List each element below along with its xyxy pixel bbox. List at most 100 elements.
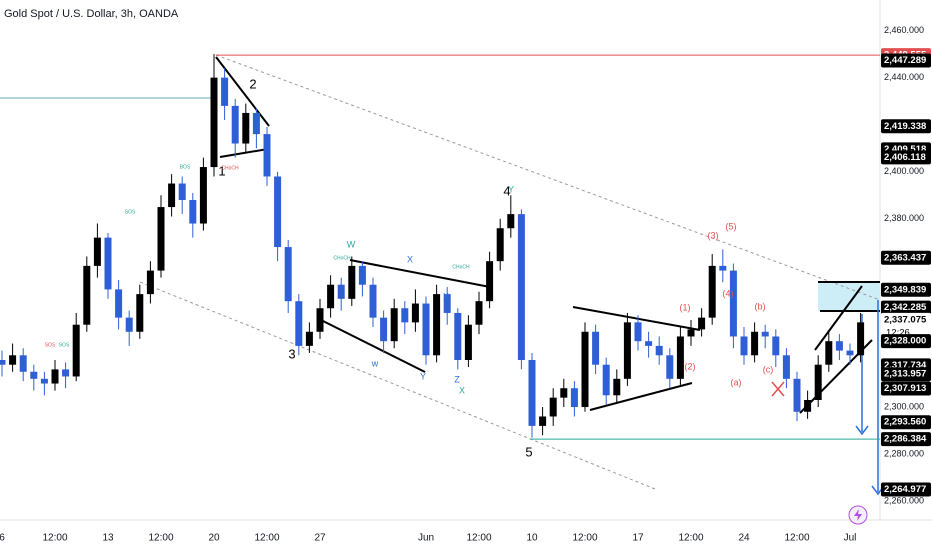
annotation: Y [420, 371, 426, 381]
candle-body [136, 294, 144, 332]
y-tick-label: 2,260.000 [884, 496, 924, 506]
annotation: SOS [125, 209, 136, 215]
candle-body [751, 331, 759, 356]
alert-icon-bolt [854, 509, 862, 521]
chart-title: Gold Spot / U.S. Dollar, 3h, OANDA [4, 8, 179, 20]
candle-body [846, 350, 854, 356]
y-tick-label: 2,440.000 [884, 72, 924, 82]
annotation: Z [454, 374, 460, 384]
candle-body [390, 308, 398, 342]
candle-body [676, 336, 684, 379]
candle-body [623, 322, 631, 379]
candle-body [411, 303, 419, 323]
candle-body [125, 317, 133, 332]
price-label: 2,447.289 [884, 55, 926, 66]
candle-body [528, 360, 536, 426]
price-label: 2,293.560 [884, 417, 926, 428]
y-tick-label: 2,460.000 [884, 25, 924, 35]
candle-body [40, 378, 48, 384]
x-tick-label: 20 [208, 533, 220, 544]
x-tick-label: Jul [844, 533, 857, 544]
candle-body [433, 294, 441, 356]
candle-body [422, 303, 430, 356]
annotation: W [347, 239, 356, 249]
candle-body [708, 265, 716, 318]
annotation: CHoCH [452, 264, 470, 270]
cross-mark [771, 381, 785, 397]
x-tick-label: Jun [418, 533, 434, 544]
countdown: 12:26 [886, 327, 910, 338]
x-tick-label: 12:00 [572, 533, 597, 544]
channel-line [139, 281, 656, 490]
candle-body [83, 265, 91, 325]
x-tick-label: 17 [632, 533, 644, 544]
candle-body [72, 324, 80, 377]
candle-body [539, 416, 547, 426]
annotation: 2 [249, 76, 256, 91]
annotation: X [459, 385, 465, 395]
annotation: (a) [731, 377, 742, 387]
price-label: 2,342.285 [884, 302, 927, 313]
candle-body [592, 331, 600, 365]
price-label: 2,264.977 [884, 484, 926, 495]
candle-body [454, 312, 462, 360]
candle-body [443, 294, 451, 313]
annotation: (b) [755, 301, 766, 311]
annotation: Y [508, 184, 514, 194]
candle-body [168, 183, 176, 208]
annotation: BOS [180, 164, 191, 170]
annotation: CHoCH [221, 165, 239, 171]
candle-body [19, 355, 27, 372]
price-label-box [881, 415, 931, 430]
candle-body [210, 77, 218, 168]
candle-body [486, 261, 494, 302]
price-label-box [881, 334, 931, 349]
candle-body [327, 284, 335, 309]
last-price-box [881, 312, 931, 327]
annotation: CHoCH [333, 255, 351, 261]
candle-body [835, 341, 843, 351]
x-tick-label: 24 [738, 533, 750, 544]
x-tick-label: 12:00 [148, 533, 173, 544]
candle-body [242, 112, 250, 144]
price-label: 2,363.437 [884, 252, 926, 263]
candle-body [613, 378, 621, 396]
candle-body [634, 322, 642, 342]
candle-body [782, 355, 790, 379]
x-tick-label: 12:00 [784, 533, 809, 544]
candle-body [189, 200, 197, 224]
candle-body [93, 237, 101, 266]
candle-body [284, 247, 292, 302]
price-label: 2,406.118 [884, 152, 926, 163]
price-label-box [881, 119, 931, 134]
price-label-box [881, 150, 931, 165]
candle-body [9, 355, 17, 365]
x-tick-label: 12:00 [678, 533, 703, 544]
candle-body [51, 369, 59, 384]
price-label: 2,307.913 [884, 383, 926, 394]
annotation: 5 [525, 444, 532, 459]
candle-body [464, 324, 472, 360]
candle-body [146, 270, 154, 295]
annotation: (5) [726, 221, 737, 231]
candle-body [305, 331, 313, 346]
candle-body [698, 317, 706, 330]
y-tick-label: 2,400.000 [884, 166, 924, 176]
candle-body [348, 265, 356, 299]
x-tick-label: 12:00 [466, 533, 491, 544]
candle-body [857, 322, 865, 356]
candle-body [645, 341, 653, 346]
candle-body [655, 345, 663, 356]
x-tick-label: 12:00 [42, 533, 67, 544]
annotation: SOS [45, 342, 56, 348]
candle-body [369, 284, 377, 318]
candle-body [740, 336, 748, 356]
y-tick-label: 2,300.000 [884, 401, 924, 411]
annotation: (2) [685, 361, 696, 371]
candle-body [475, 301, 483, 325]
price-label-box [881, 250, 931, 265]
candle-body [570, 388, 578, 408]
candle-body [793, 378, 801, 412]
candle-body [772, 336, 780, 356]
